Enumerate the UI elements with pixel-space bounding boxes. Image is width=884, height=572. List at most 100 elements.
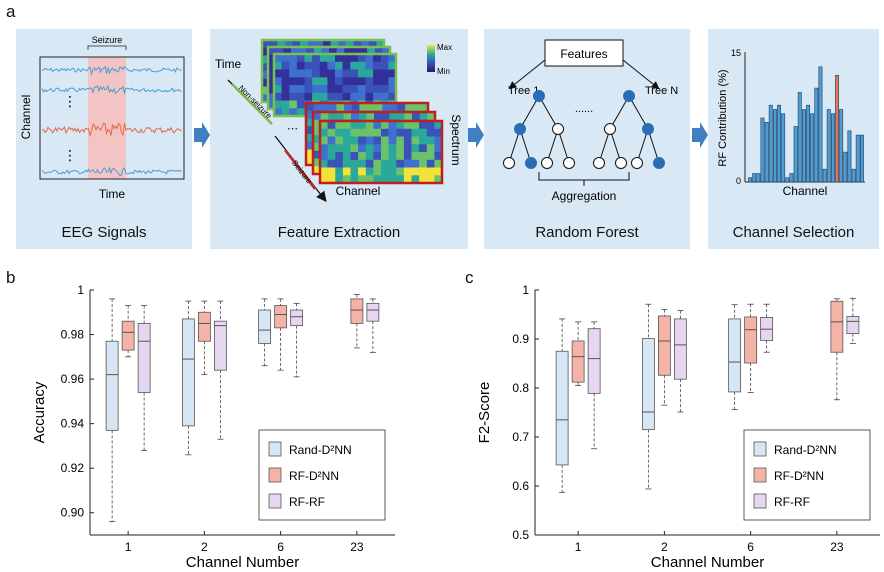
tree-node — [623, 90, 635, 102]
selection-bar — [847, 130, 852, 183]
box-body — [274, 305, 288, 329]
spectrogram-cell — [411, 167, 420, 176]
eeg-trace — [41, 84, 182, 95]
selection-bar — [839, 109, 844, 183]
spectrogram-cell — [419, 121, 427, 130]
selection-bar — [801, 109, 806, 183]
flow-arrow-1 — [194, 122, 210, 148]
spectrogram-cell — [381, 175, 389, 184]
spectrogram-cell — [396, 112, 405, 121]
spectrogram-cell — [320, 152, 328, 161]
tree-edge — [519, 95, 540, 130]
spectrogram-cell — [320, 121, 328, 130]
spectrogram-cell — [319, 77, 328, 86]
box-body — [213, 320, 227, 371]
spectrogram-cell — [365, 85, 374, 94]
box-0-2 — [728, 304, 742, 410]
spectrogram-cell — [327, 159, 336, 168]
spectrogram-cell — [289, 92, 298, 101]
spectrogram-cell — [396, 144, 405, 153]
spectrogram-cell — [380, 69, 389, 78]
spectrogram-cell — [335, 128, 344, 137]
spectrogram-cell — [411, 175, 420, 184]
spectrogram-cell — [403, 152, 412, 161]
selection-bar — [830, 113, 835, 183]
box-2-0 — [137, 305, 151, 451]
spectrogram-cell — [426, 128, 435, 137]
eeg-x-label: Time — [99, 187, 126, 201]
spectrogram-cell — [365, 175, 374, 184]
y-tick-label: 0.9 — [512, 332, 529, 346]
legend-swatch — [268, 441, 282, 457]
spectrogram-cell — [289, 100, 298, 109]
spectrogram-cell — [388, 61, 397, 70]
spectrogram-cell — [381, 121, 389, 130]
channel-selection-chart: 15 0 RF Contribution (%) Channel — [717, 48, 865, 198]
legend-label: Rand-D²NN — [289, 443, 352, 457]
spectrogram-cell — [304, 61, 313, 70]
spectrogram-cell — [350, 121, 359, 130]
spectrogram-cell — [358, 159, 366, 168]
spectrogram-cell — [366, 112, 375, 121]
forest-caption: Random Forest — [535, 224, 639, 241]
spectrogram-cell — [281, 100, 290, 109]
tree-node — [503, 157, 515, 169]
spectrogram-cell — [319, 54, 328, 63]
box-1-2 — [744, 303, 758, 393]
flow-arrow-2 — [468, 122, 484, 148]
spectrogram-cell — [381, 167, 389, 176]
spectrogram-cell — [396, 152, 405, 161]
spectrogram-cell — [306, 47, 314, 56]
spectrogram-cell — [365, 167, 374, 176]
legend-label: RF-RF — [774, 495, 810, 509]
flow-arrows — [194, 122, 708, 148]
flow-arrow-3 — [692, 122, 708, 148]
spectrogram-cell — [313, 47, 322, 56]
spectrogram-cell — [373, 144, 382, 153]
tree-node — [552, 123, 564, 135]
spectrogram-cell — [434, 128, 443, 137]
y-tick-label: 0.5 — [512, 528, 529, 542]
forest-schematic: Features Tree 1 Tree N ...... Aggregatio… — [503, 39, 678, 203]
spectrogram-cell — [300, 40, 308, 49]
spectrogram-cell — [374, 112, 382, 121]
x-axis-label: Channel Number — [186, 554, 299, 571]
box-1-1 — [197, 300, 211, 376]
spectrogram-cell — [388, 144, 397, 153]
selection-bar — [789, 173, 794, 183]
spectrogram-cell — [335, 136, 344, 145]
box-2-0 — [587, 321, 601, 450]
spectrogram-cell — [342, 128, 351, 137]
x-tick-label: 23 — [350, 540, 364, 554]
spectrogram-cell — [381, 144, 389, 153]
selection-x-label: Channel — [783, 184, 828, 198]
spectrogram-cell — [289, 54, 298, 63]
spectrogram-cell — [268, 93, 276, 102]
legend-label: Rand-D²NN — [774, 443, 837, 457]
spectrogram-cell — [350, 144, 359, 153]
box-body — [197, 311, 211, 342]
spectrogram-cell — [335, 144, 344, 153]
spectrogram-cell — [380, 54, 389, 63]
spectrogram-cell — [419, 152, 427, 161]
spectrogram-cell — [353, 40, 362, 49]
tree1-label: Tree 1 — [508, 85, 539, 97]
selection-bar — [764, 122, 769, 183]
spectrogram-cell — [335, 121, 344, 130]
x-axis-label: Channel Number — [651, 554, 764, 571]
spectrogram-cell — [313, 166, 321, 175]
spectrogram-cell — [365, 128, 374, 137]
spectrogram-cell — [365, 159, 374, 168]
tree-node — [615, 157, 627, 169]
spectrogram-cell — [396, 128, 405, 137]
spectrogram-cell — [327, 61, 336, 70]
channel-label: Channel — [336, 184, 381, 198]
spectrogram-cell — [411, 144, 420, 153]
spectrogram-cell — [396, 175, 405, 184]
trees-dots: ...... — [575, 103, 593, 115]
y-tick-label: 0.7 — [512, 430, 529, 444]
spectrogram-cell — [274, 69, 282, 78]
spectrogram-cell — [313, 112, 321, 121]
box-body — [728, 318, 742, 393]
spectrogram-cell — [403, 159, 412, 168]
